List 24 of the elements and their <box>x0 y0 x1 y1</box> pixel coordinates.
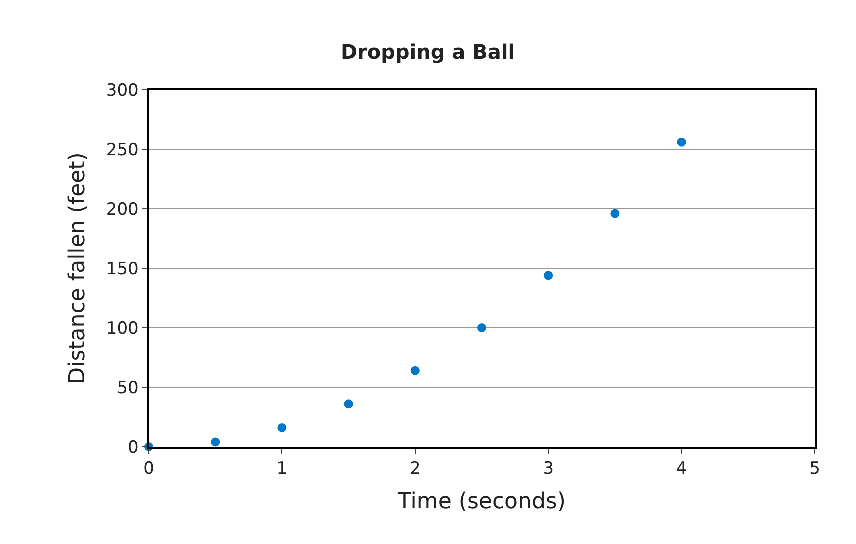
point <box>278 423 287 432</box>
y-tick-label: 150 <box>106 259 139 280</box>
chart-title: Dropping a Ball <box>340 40 516 64</box>
x-tick-label: 0 <box>144 459 154 480</box>
point <box>410 366 420 376</box>
x-tick-label: 2 <box>410 459 421 480</box>
x-tick-label: 4 <box>676 459 688 480</box>
point <box>610 209 620 218</box>
point <box>478 324 486 332</box>
point <box>344 400 354 409</box>
y-axis-title: Distance fallen (feet) <box>66 152 91 384</box>
x-tick-label: 3 <box>543 459 554 480</box>
y-tick-label: 250 <box>106 140 139 160</box>
y-tick-label: 50 <box>117 378 139 398</box>
point <box>544 271 554 280</box>
x-tick-label: 5 <box>810 459 820 480</box>
x-axis-title: Time (seconds) <box>397 490 566 515</box>
y-tick-label: 100 <box>106 318 139 339</box>
y-tick-label: 300 <box>106 80 139 101</box>
x-tick-label: 1 <box>276 459 288 480</box>
y-tick-label: 200 <box>106 200 139 220</box>
y-tick-label: 0 <box>128 438 139 458</box>
point <box>677 138 686 147</box>
point <box>211 438 220 447</box>
